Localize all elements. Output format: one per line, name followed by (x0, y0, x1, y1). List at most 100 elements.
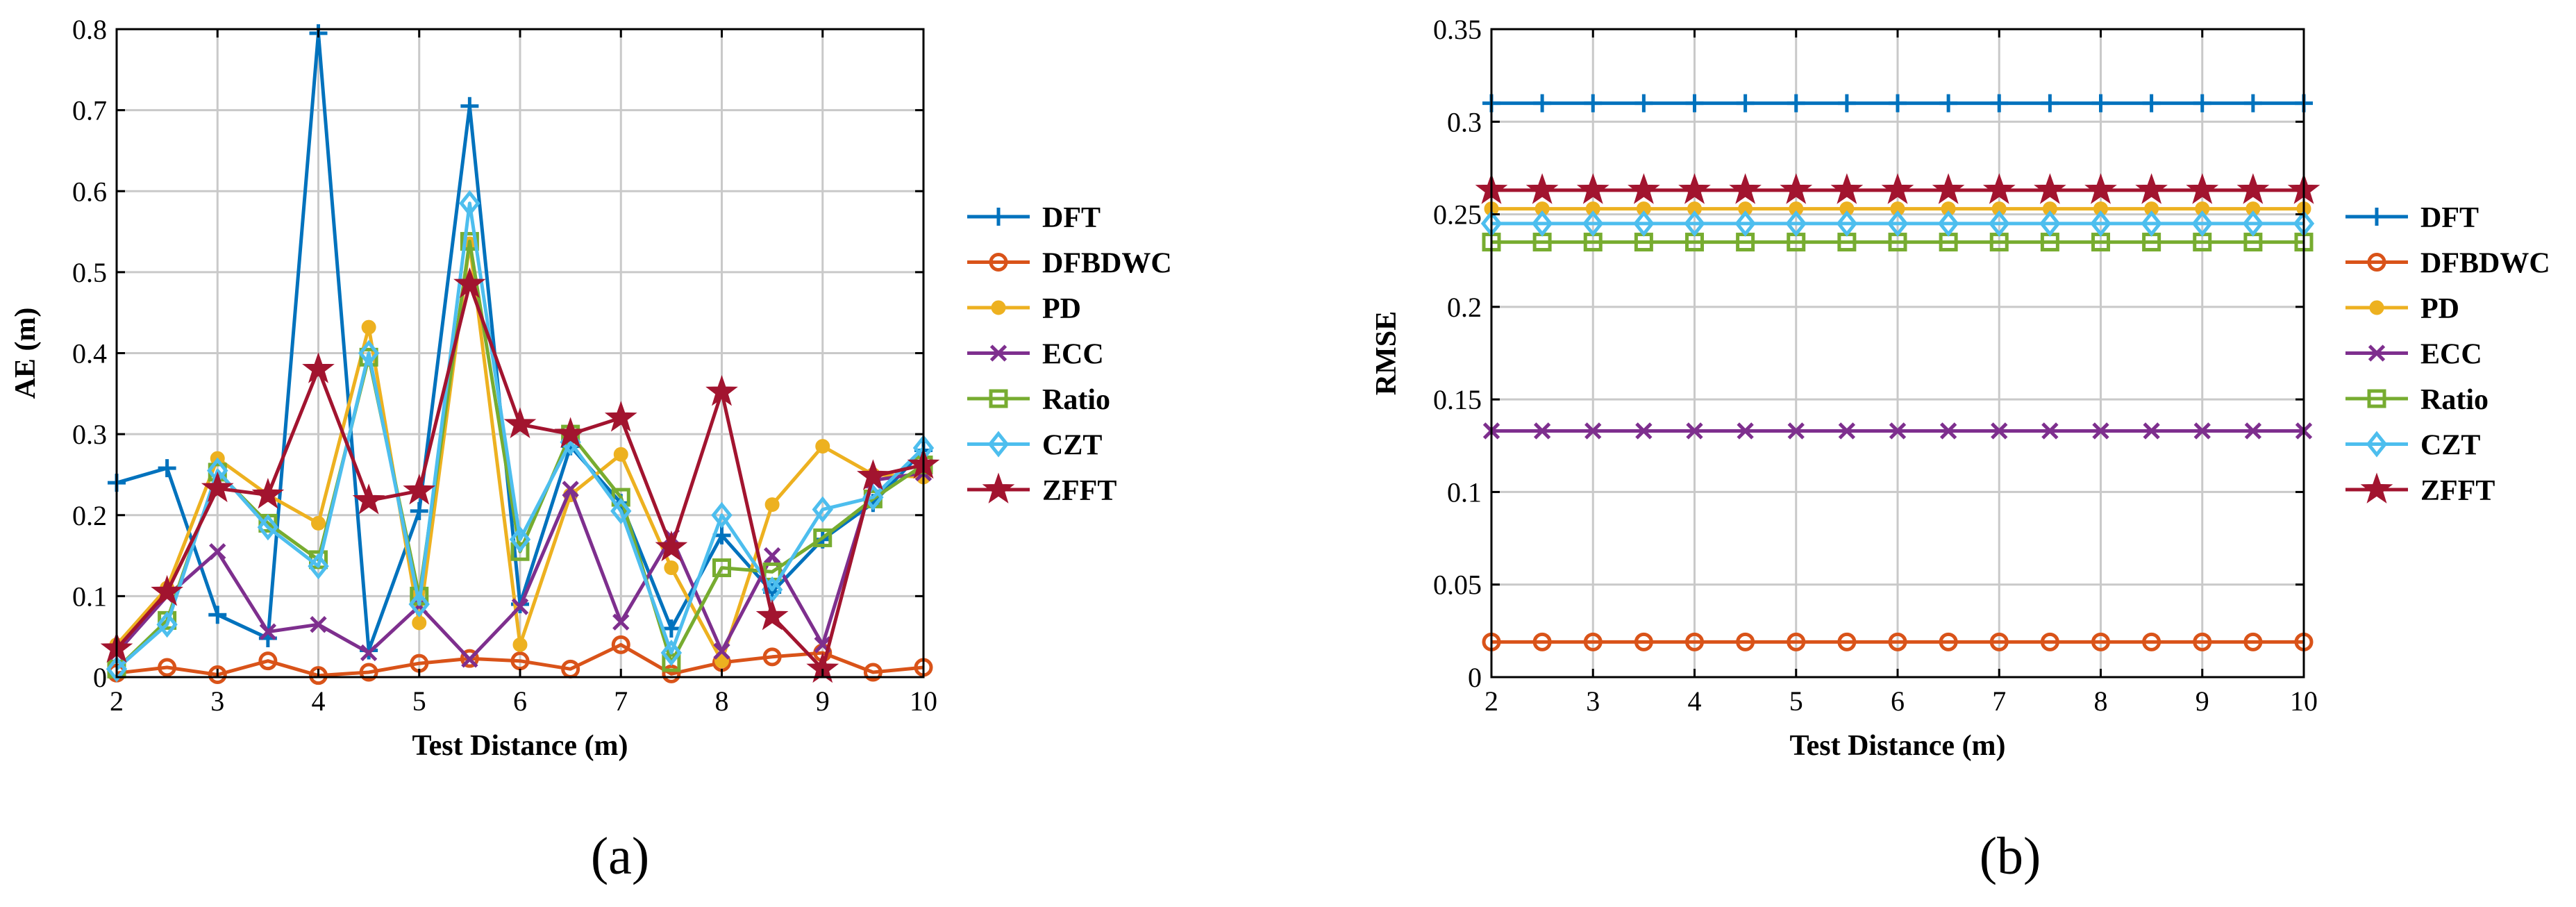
x-tick-label: 9 (2196, 685, 2209, 717)
data-point (460, 649, 479, 668)
data-point (208, 606, 227, 624)
legend-label: Ratio (2420, 384, 2489, 416)
data-point (611, 635, 630, 654)
data-point (714, 654, 729, 669)
data-point (2243, 632, 2263, 651)
data-point (1837, 94, 1856, 113)
data-point (158, 459, 176, 478)
data-point (2040, 632, 2059, 651)
data-point (2193, 94, 2211, 113)
data-point (1685, 94, 1704, 113)
legend-marker (989, 208, 1007, 226)
legend-item-zfft: ZFFT (967, 472, 1116, 507)
data-point (1533, 94, 1552, 113)
y-tick-label: 0.35 (1433, 14, 1482, 45)
data-point (1939, 632, 1958, 651)
data-point (662, 619, 680, 638)
series-line (116, 642, 924, 678)
legend-item-ratio: Ratio (2345, 384, 2489, 416)
data-point (512, 637, 528, 652)
data-point (2191, 210, 2213, 237)
data-point (460, 97, 479, 115)
y-axis-label: AE (m) (10, 308, 42, 399)
legend-item-ecc: ECC (967, 339, 1104, 371)
data-point (258, 651, 278, 671)
data-point (2141, 210, 2162, 237)
legend-item-ecc: ECC (2345, 339, 2482, 371)
x-tick-label: 2 (1484, 685, 1498, 717)
data-point (1837, 632, 1857, 651)
x-tick-label: 3 (1586, 685, 1600, 717)
legend-marker (2360, 472, 2393, 504)
y-tick-label: 0.8 (72, 14, 107, 45)
data-point (251, 478, 285, 509)
data-point (2236, 173, 2270, 204)
legend-marker (2367, 389, 2386, 408)
series-dfbdwc (107, 635, 933, 685)
series-line (115, 201, 925, 671)
data-point (1989, 210, 2010, 237)
legend-item-zfft: ZFFT (2345, 472, 2495, 507)
data-point (554, 417, 587, 449)
data-point (1737, 422, 1754, 440)
legend-marker (2366, 431, 2388, 458)
y-tick-label: 0.2 (72, 500, 107, 531)
data-point (257, 514, 279, 541)
data-point (259, 623, 277, 640)
data-point (360, 644, 378, 662)
data-point (1887, 210, 1909, 237)
data-point (1939, 422, 1957, 440)
data-point (612, 613, 630, 631)
legend: DFT DFBDWC PD ECC Ratio CZT ZFFT (2345, 202, 2550, 507)
data-point (1634, 632, 1653, 651)
data-point (1533, 422, 1551, 440)
legend-label: PD (2420, 293, 2459, 325)
y-tick-label: 0.7 (72, 95, 107, 126)
x-tick-label: 2 (110, 685, 124, 717)
data-point (1634, 94, 1653, 113)
y-axis-label: RMSE (1371, 311, 1403, 395)
data-point (2142, 94, 2161, 113)
legend-marker (2369, 300, 2384, 315)
data-point (1576, 173, 1609, 204)
data-point (1932, 173, 1965, 204)
data-point (1525, 173, 1559, 204)
legend-label: DFBDWC (2420, 248, 2550, 280)
x-axis-label: Test Distance (m) (412, 730, 628, 762)
data-point (1830, 173, 1864, 204)
data-point (1838, 422, 1856, 440)
y-tick-label: 0.2 (1447, 292, 1482, 323)
x-tick-label: 6 (513, 685, 527, 717)
data-point (158, 658, 177, 677)
data-point (310, 616, 327, 633)
series-zfft (100, 267, 940, 683)
data-point (1889, 422, 1907, 440)
data-point (1989, 632, 2009, 651)
x-tick-label: 4 (312, 685, 326, 717)
y-tick-label: 0.3 (72, 419, 107, 450)
data-point (664, 560, 679, 576)
data-point (2242, 210, 2264, 237)
data-point (1881, 173, 1914, 204)
data-point (308, 553, 329, 580)
legend-item-dfbdwc: DFBDWC (2345, 248, 2550, 280)
data-point (1991, 422, 2008, 440)
legend-label: DFT (1042, 202, 1101, 234)
legend-marker (2367, 253, 2386, 272)
series-dfbdwc (1482, 632, 2314, 651)
data-point (2090, 210, 2111, 237)
data-point (2193, 422, 2211, 440)
legend-item-czt: CZT (2345, 430, 2480, 462)
data-point (812, 496, 833, 523)
data-point (2143, 422, 2160, 440)
data-point (361, 319, 376, 335)
x-tick-label: 5 (412, 685, 426, 717)
y-tick-label: 0.4 (72, 338, 107, 369)
data-point (460, 232, 479, 251)
legend-label: CZT (2420, 430, 2480, 462)
data-point (1684, 210, 1705, 237)
chart-panel-b: 2 3 4 5 6 7 8 9 10 0 0.05 0.1 0.15 0.2 0.25 0.3 0.35 Test… (1371, 14, 2550, 885)
data-point (1939, 94, 1958, 113)
data-point (2039, 210, 2061, 237)
legend-marker (2368, 208, 2386, 226)
